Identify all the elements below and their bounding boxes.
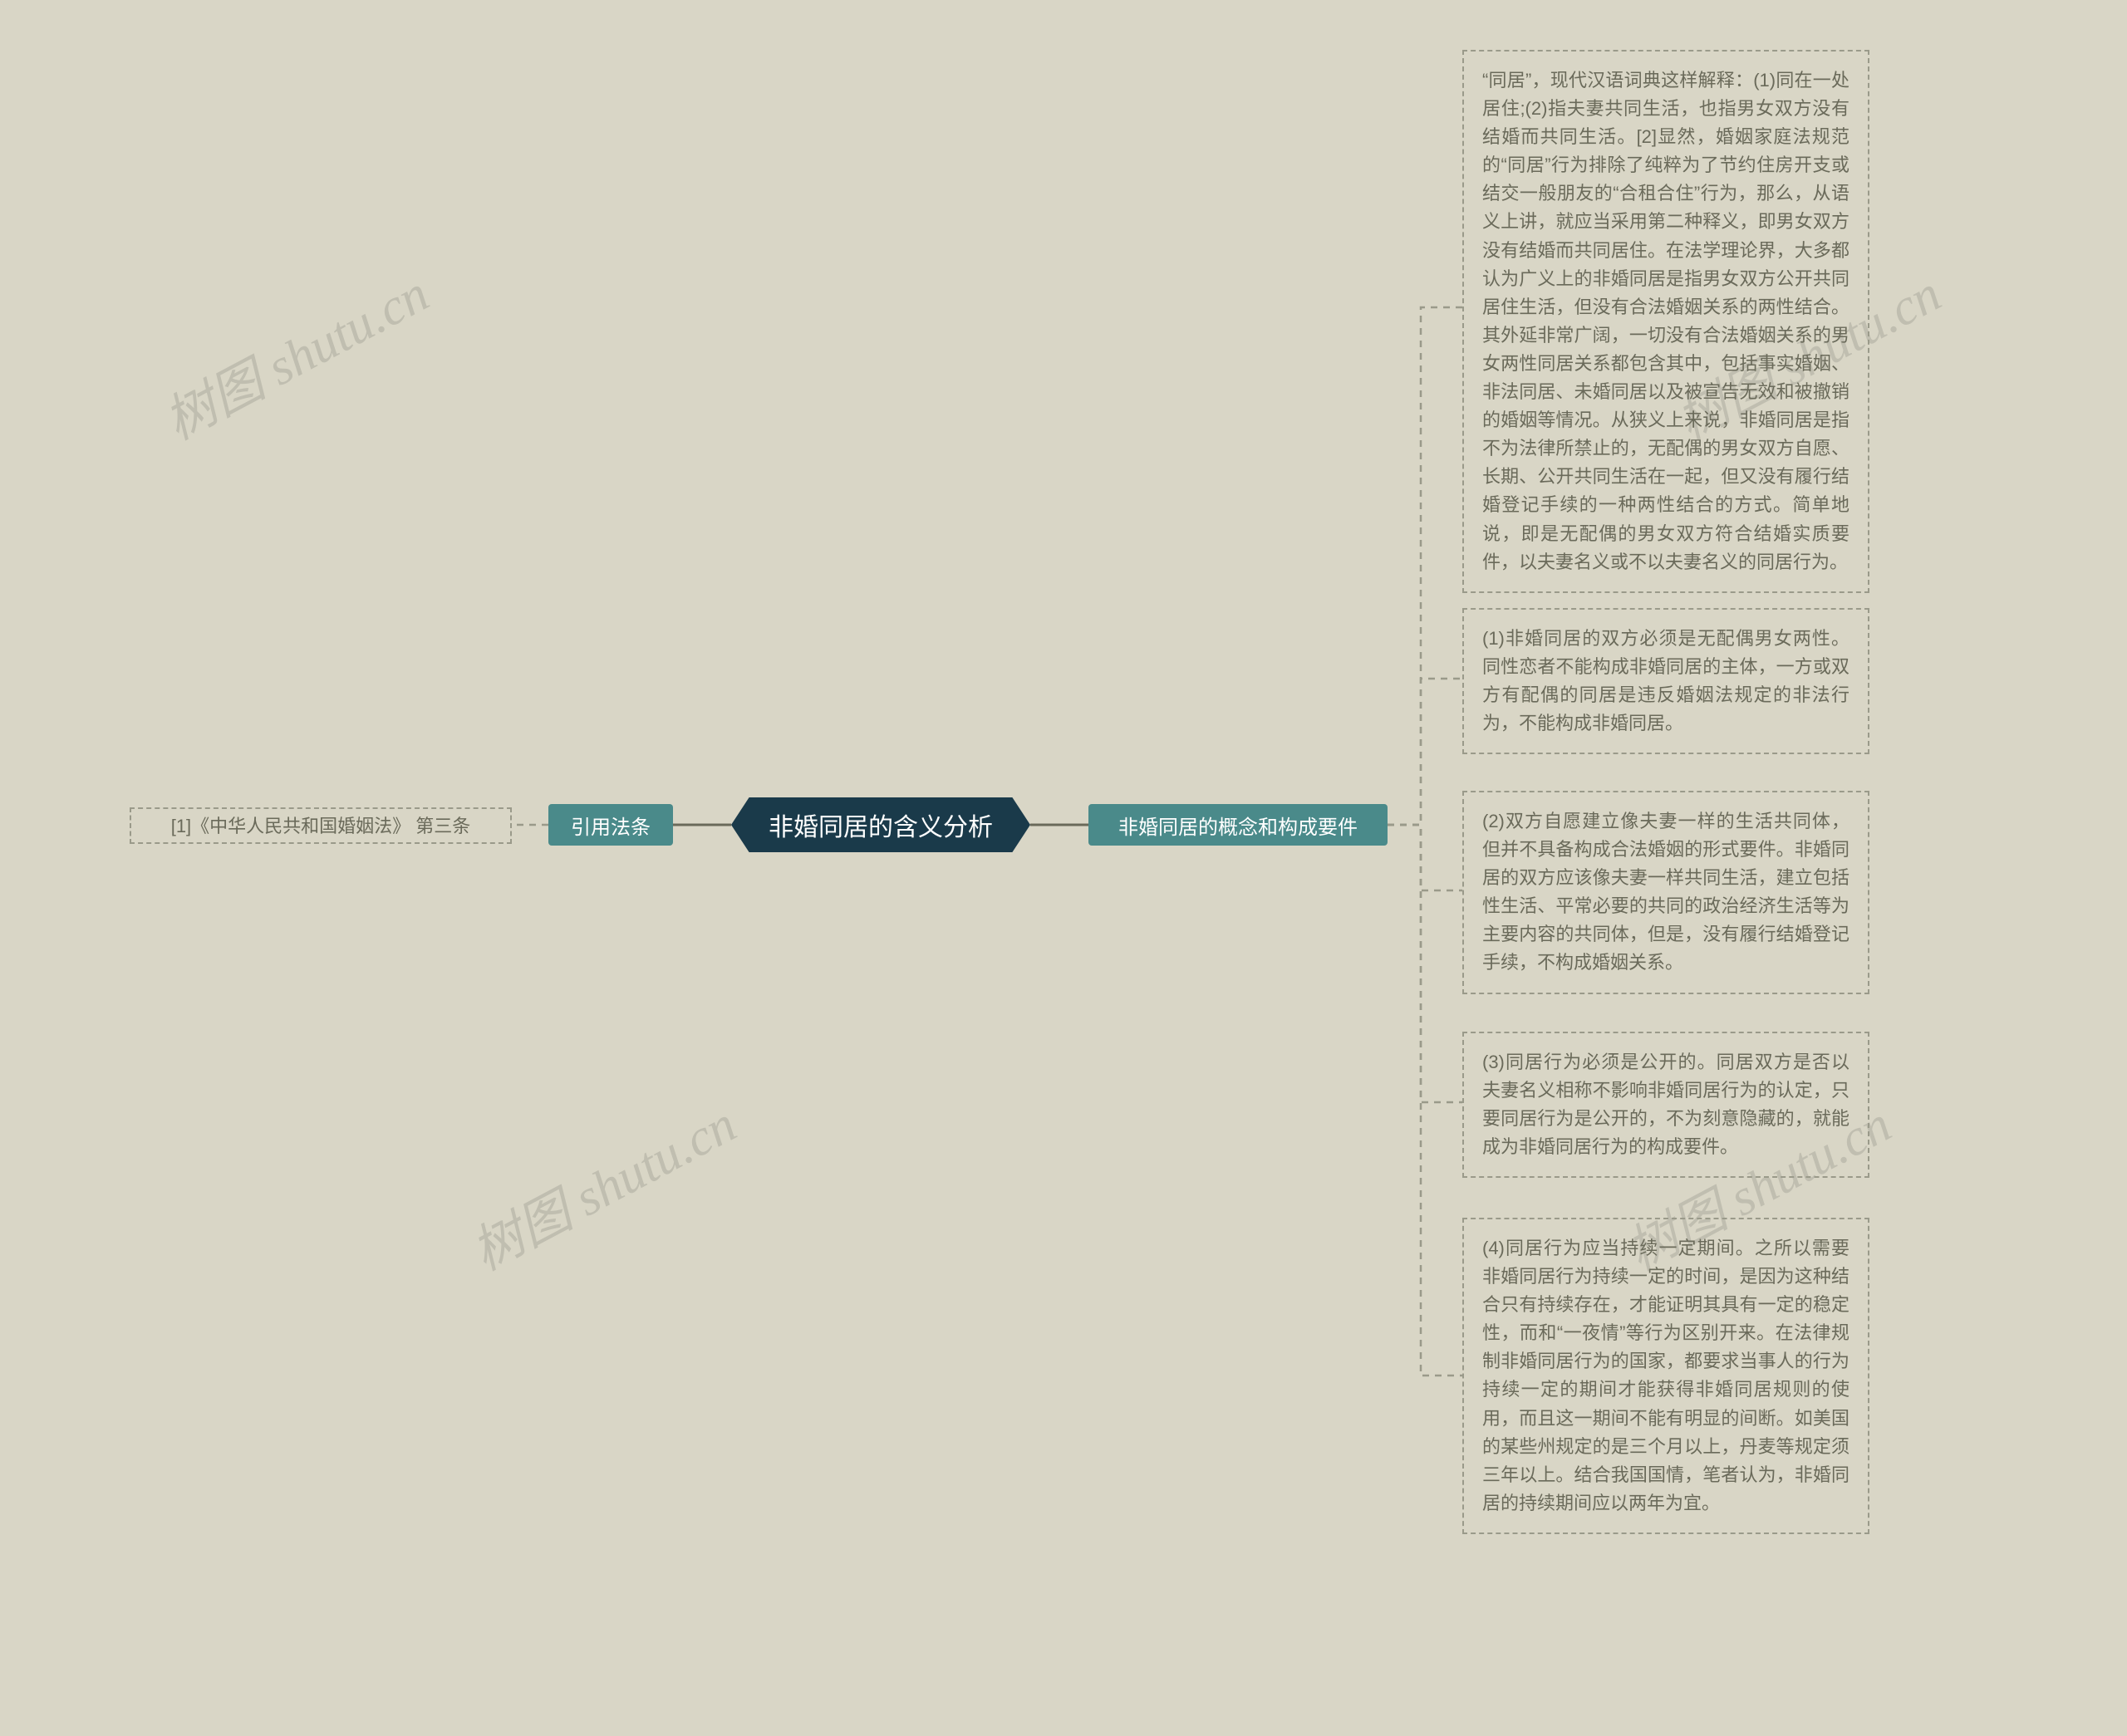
branch-left-label: 引用法条 [571, 811, 651, 840]
root-label: 非婚同居的含义分析 [769, 807, 993, 843]
leaf-left-text: [1]《中华人民共和国婚姻法》 第三条 [171, 812, 471, 840]
leaf-definition[interactable]: “同居”，现代汉语词典这样解释：(1)同在一处居住;(2)指夫妻共同生活，也指男… [1462, 50, 1869, 593]
leaf-left-citation[interactable]: [1]《中华人民共和国婚姻法》 第三条 [130, 807, 512, 844]
leaf-req2-text: (2)双方自愿建立像夫妻一样的生活共同体，但并不具备构成合法婚姻的形式要件。非婚… [1482, 807, 1849, 978]
leaf-requirement-2[interactable]: (2)双方自愿建立像夫妻一样的生活共同体，但并不具备构成合法婚姻的形式要件。非婚… [1462, 791, 1869, 994]
leaf-req4-text: (4)同居行为应当持续一定期间。之所以需要非婚同居行为持续一定的时间，是因为这种… [1482, 1234, 1849, 1518]
root-node[interactable]: 非婚同居的含义分析 [731, 797, 1030, 852]
watermark: 树图 shutu.cn [149, 253, 439, 454]
watermark: 树图 shutu.cn [456, 1083, 746, 1285]
leaf-requirement-4[interactable]: (4)同居行为应当持续一定期间。之所以需要非婚同居行为持续一定的时间，是因为这种… [1462, 1218, 1869, 1534]
branch-right-label: 非婚同居的概念和构成要件 [1118, 811, 1358, 840]
leaf-req3-text: (3)同居行为必须是公开的。同居双方是否以夫妻名义相称不影响非婚同居行为的认定，… [1482, 1048, 1849, 1161]
branch-right[interactable]: 非婚同居的概念和构成要件 [1088, 804, 1388, 846]
leaf-req1-text: (1)非婚同居的双方必须是无配偶男女两性。同性恋者不能构成非婚同居的主体，一方或… [1482, 625, 1849, 738]
leaf-definition-text: “同居”，现代汉语词典这样解释：(1)同在一处居住;(2)指夫妻共同生活，也指男… [1482, 66, 1849, 576]
branch-left[interactable]: 引用法条 [548, 804, 673, 846]
mindmap-canvas: 树图 shutu.cn 树图 shutu.cn 树图 shutu.cn 树图 s… [0, 0, 2127, 1736]
leaf-requirement-3[interactable]: (3)同居行为必须是公开的。同居双方是否以夫妻名义相称不影响非婚同居行为的认定，… [1462, 1032, 1869, 1178]
leaf-requirement-1[interactable]: (1)非婚同居的双方必须是无配偶男女两性。同性恋者不能构成非婚同居的主体，一方或… [1462, 608, 1869, 754]
